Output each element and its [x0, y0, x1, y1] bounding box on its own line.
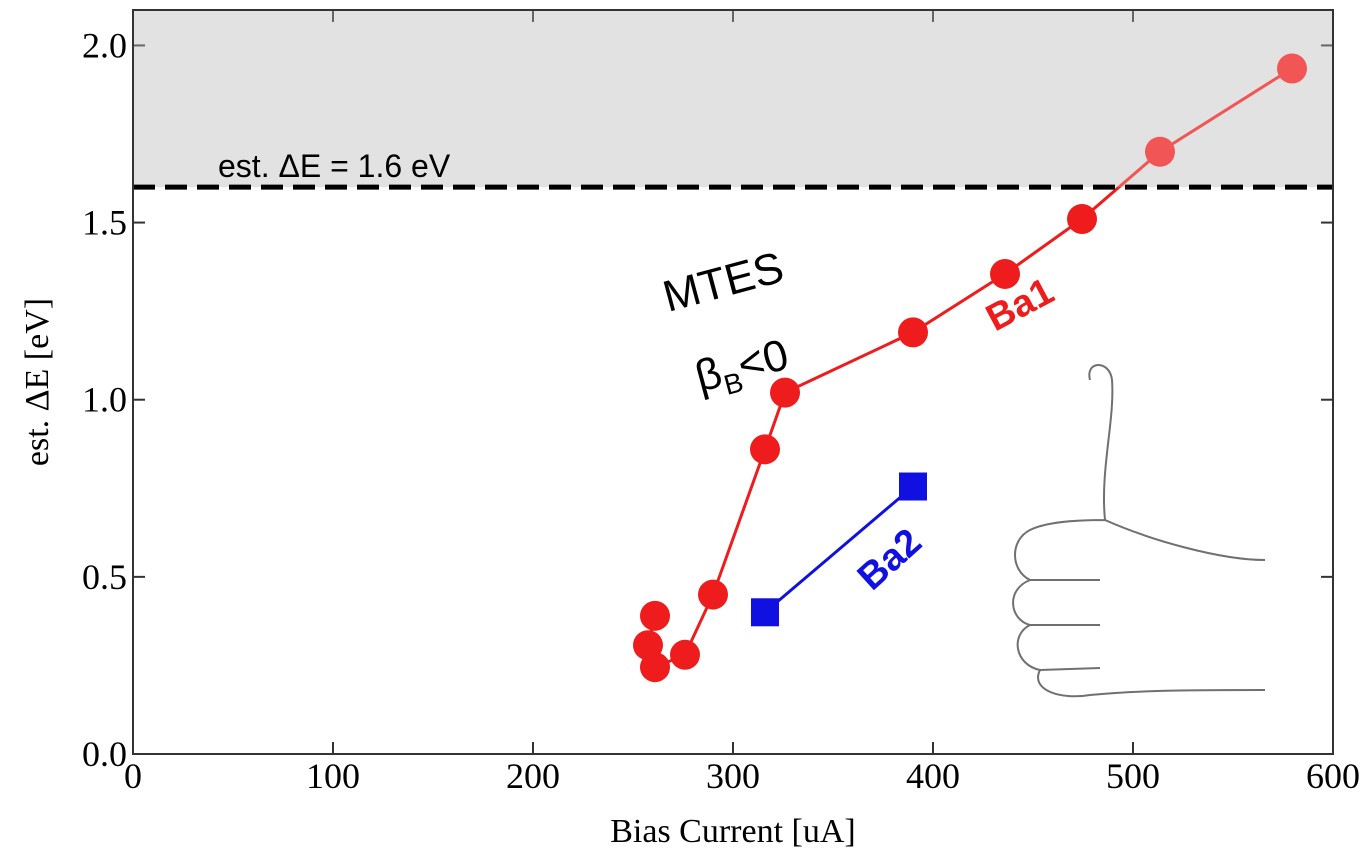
- annotation: MTES: [658, 243, 789, 322]
- point: [751, 598, 779, 626]
- point: [640, 652, 670, 682]
- x-axis-label: Bias Current [uA]: [610, 813, 856, 850]
- y-axis-label: est. ΔE [eV]: [19, 298, 56, 466]
- y-tick-label: 0.5: [82, 557, 127, 597]
- legend-label: Ba2: [850, 521, 930, 599]
- point: [898, 317, 928, 347]
- y-tick-label: 0.0: [82, 734, 127, 774]
- x-tick-label: 600: [1306, 756, 1360, 796]
- point: [899, 473, 927, 501]
- point: [698, 580, 728, 610]
- y-tick-label: 2.0: [82, 25, 127, 65]
- y-tick-label: 1.5: [82, 203, 127, 243]
- point: [670, 640, 700, 670]
- x-tick-label: 400: [906, 756, 960, 796]
- x-tick-label: 500: [1106, 756, 1160, 796]
- thumb-sketch: [1013, 365, 1265, 696]
- x-tick-label: 100: [306, 756, 360, 796]
- point: [750, 434, 780, 464]
- x-tick-label: 200: [506, 756, 560, 796]
- point: [640, 601, 670, 631]
- x-tick-label: 300: [706, 756, 760, 796]
- threshold-label: est. ΔE = 1.6 eV: [218, 148, 451, 184]
- point: [1067, 204, 1097, 234]
- y-tick-label: 1.0: [82, 380, 127, 420]
- chart: Bias Current [uA] est. ΔE [eV] 010020030…: [0, 0, 1372, 862]
